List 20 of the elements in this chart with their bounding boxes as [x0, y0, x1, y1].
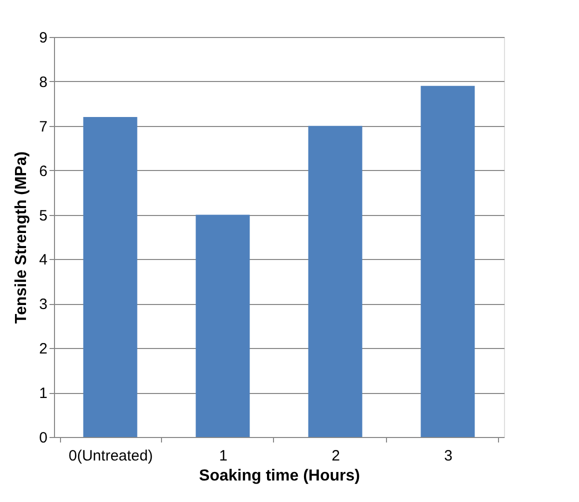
y-tick-label: 7 [39, 118, 48, 136]
bar [196, 214, 250, 437]
bar [83, 117, 138, 437]
y-tick-label: 6 [39, 162, 48, 180]
x-tick-label: 3 [444, 448, 452, 464]
y-tick-label: 8 [39, 74, 48, 91]
y-tick-label: 0 [39, 430, 48, 446]
x-tick-label: 1 [219, 448, 228, 464]
y-tick-label: 4 [39, 252, 48, 269]
y-tick-label: 2 [39, 340, 48, 358]
y-tick-label: 9 [39, 30, 48, 46]
y-tick-label: 1 [39, 385, 48, 402]
y-tick-label: 5 [39, 207, 48, 224]
bar [308, 126, 362, 437]
y-tick-label: 3 [39, 296, 48, 314]
bar [420, 86, 475, 437]
x-axis-title: Soaking time (Hours) [199, 468, 360, 484]
x-tick-label: 0(Untreated) [68, 448, 153, 464]
y-axis-title: Tensile Strength (MPa) [13, 151, 30, 324]
x-tick-label: 2 [332, 448, 340, 464]
